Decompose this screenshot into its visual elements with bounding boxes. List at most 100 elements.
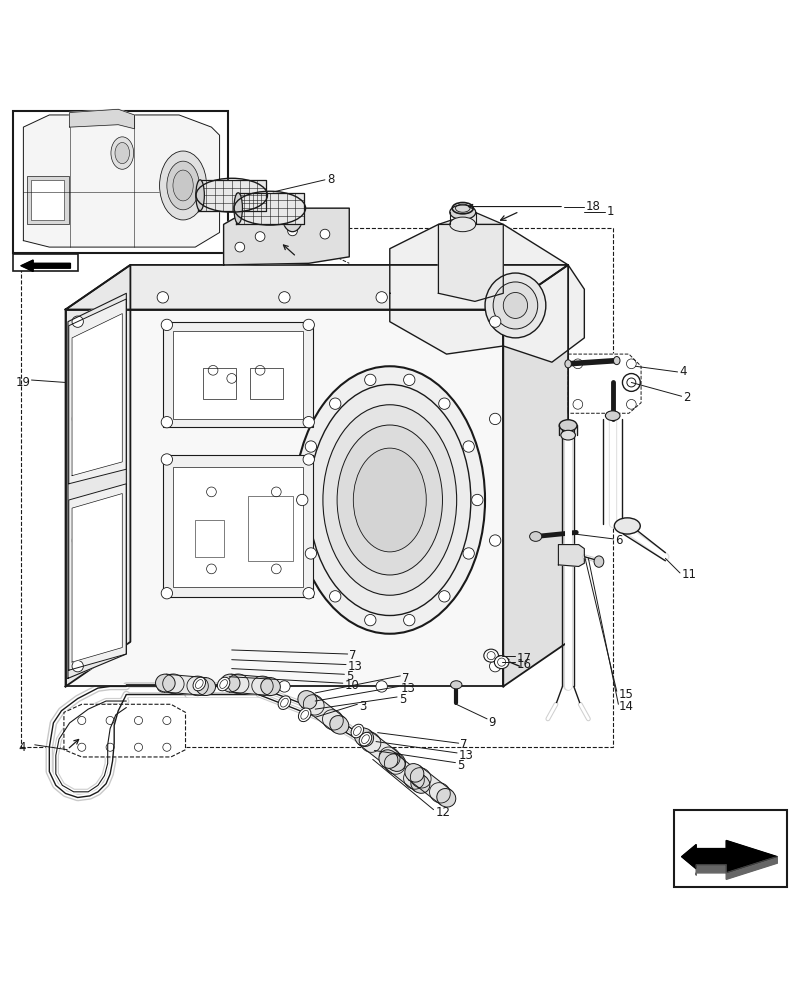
Text: 13: 13 — [458, 749, 473, 762]
Circle shape — [462, 548, 474, 559]
Polygon shape — [383, 752, 425, 791]
Polygon shape — [409, 766, 451, 805]
Ellipse shape — [156, 674, 175, 692]
Ellipse shape — [244, 188, 264, 219]
Bar — [250, 368, 282, 399]
Bar — [247, 496, 292, 561]
Ellipse shape — [298, 691, 316, 709]
Ellipse shape — [217, 677, 230, 691]
Ellipse shape — [160, 151, 206, 220]
Bar — [13, 254, 78, 271]
Polygon shape — [695, 857, 776, 879]
Circle shape — [329, 591, 341, 602]
Circle shape — [438, 591, 449, 602]
Text: 19: 19 — [15, 376, 30, 389]
Circle shape — [234, 242, 244, 252]
Ellipse shape — [294, 366, 484, 634]
Ellipse shape — [450, 681, 461, 689]
Bar — [163, 322, 312, 427]
Polygon shape — [70, 109, 135, 129]
Circle shape — [303, 319, 314, 331]
Ellipse shape — [167, 161, 199, 210]
Circle shape — [72, 413, 84, 425]
Text: 1: 1 — [607, 205, 614, 218]
Polygon shape — [230, 674, 271, 695]
Bar — [672, 810, 786, 887]
Ellipse shape — [329, 716, 349, 734]
Ellipse shape — [354, 728, 373, 746]
Text: 14: 14 — [618, 700, 633, 713]
Circle shape — [303, 588, 314, 599]
Text: 3: 3 — [358, 700, 366, 713]
Ellipse shape — [449, 205, 475, 220]
Circle shape — [403, 374, 414, 386]
Polygon shape — [69, 299, 127, 484]
Ellipse shape — [195, 678, 215, 696]
Text: 13: 13 — [347, 660, 362, 673]
Text: 7: 7 — [349, 649, 356, 662]
Ellipse shape — [559, 420, 577, 431]
Circle shape — [489, 535, 500, 546]
Polygon shape — [438, 212, 503, 301]
Polygon shape — [66, 265, 568, 310]
Text: 9: 9 — [488, 716, 496, 729]
Text: 7: 7 — [460, 738, 467, 751]
Circle shape — [375, 681, 387, 692]
Text: 8: 8 — [327, 173, 334, 186]
Text: 15: 15 — [618, 688, 633, 701]
Circle shape — [157, 292, 169, 303]
Text: 17: 17 — [517, 652, 531, 665]
Polygon shape — [389, 224, 584, 362]
Circle shape — [305, 548, 316, 559]
Text: 5: 5 — [457, 759, 464, 772]
Circle shape — [462, 441, 474, 452]
Text: 12: 12 — [435, 806, 449, 819]
Ellipse shape — [503, 292, 527, 318]
Bar — [195, 520, 223, 557]
Circle shape — [471, 494, 483, 506]
Ellipse shape — [282, 201, 303, 232]
Ellipse shape — [298, 708, 311, 722]
Text: 18: 18 — [586, 200, 600, 213]
Circle shape — [72, 535, 84, 546]
Bar — [173, 331, 303, 419]
Circle shape — [375, 292, 387, 303]
Ellipse shape — [622, 374, 640, 391]
Bar — [21, 228, 612, 747]
Polygon shape — [68, 293, 127, 678]
Ellipse shape — [494, 656, 508, 669]
Ellipse shape — [350, 724, 363, 738]
Text: 13: 13 — [400, 682, 414, 695]
Circle shape — [278, 292, 290, 303]
Polygon shape — [358, 730, 401, 769]
Ellipse shape — [278, 696, 290, 709]
Ellipse shape — [564, 360, 571, 368]
Text: 5: 5 — [345, 670, 353, 683]
Circle shape — [489, 316, 500, 327]
Circle shape — [489, 413, 500, 425]
Polygon shape — [66, 310, 503, 686]
Circle shape — [403, 614, 414, 626]
Ellipse shape — [560, 430, 575, 440]
Ellipse shape — [614, 518, 640, 534]
Bar — [173, 467, 303, 587]
Circle shape — [278, 681, 290, 692]
Text: 11: 11 — [680, 568, 696, 581]
Polygon shape — [72, 494, 122, 662]
Polygon shape — [64, 704, 185, 757]
Circle shape — [72, 661, 84, 672]
Polygon shape — [223, 208, 349, 265]
Circle shape — [255, 232, 264, 241]
Polygon shape — [302, 693, 345, 732]
Ellipse shape — [234, 193, 242, 224]
Polygon shape — [24, 115, 219, 247]
Ellipse shape — [193, 677, 205, 691]
Polygon shape — [568, 354, 641, 413]
Polygon shape — [21, 260, 71, 271]
Ellipse shape — [484, 273, 545, 338]
Circle shape — [320, 229, 329, 239]
Text: 4: 4 — [19, 741, 26, 754]
Ellipse shape — [308, 384, 470, 616]
Ellipse shape — [436, 789, 455, 807]
Circle shape — [161, 588, 172, 599]
